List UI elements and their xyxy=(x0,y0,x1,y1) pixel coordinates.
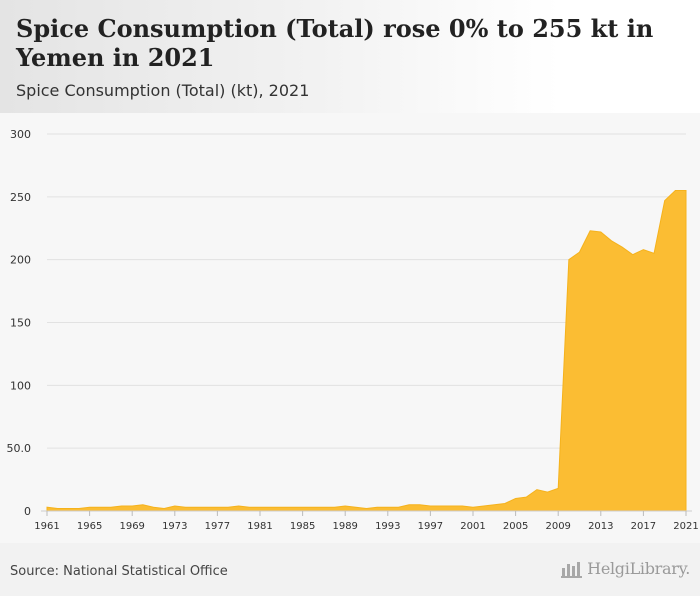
x-tick-label: 1993 xyxy=(375,521,400,532)
data-point[interactable] xyxy=(631,253,635,257)
data-point[interactable] xyxy=(514,496,518,500)
data-point[interactable] xyxy=(673,189,677,193)
x-tick-label: 1961 xyxy=(34,521,59,532)
x-axis: 1961 1965 1969 1973 1977 1981 1985 1989 1993 1997… xyxy=(34,510,699,532)
data-point[interactable] xyxy=(215,505,219,509)
data-point[interactable] xyxy=(578,250,582,254)
area-fill xyxy=(46,190,687,512)
x-tick-label: 2017 xyxy=(631,521,656,532)
data-point[interactable] xyxy=(56,506,60,510)
x-tick-label: 2009 xyxy=(545,521,570,532)
data-point[interactable] xyxy=(279,505,283,509)
y-tick-label: 250 xyxy=(10,191,31,204)
data-point[interactable] xyxy=(652,251,656,255)
x-tick-label: 2021 xyxy=(673,521,698,532)
data-point[interactable] xyxy=(418,503,422,507)
source-note: Source: National Statistical Office xyxy=(10,564,228,579)
chart-subtitle: Spice Consumption (Total) (kt), 2021 xyxy=(16,81,310,100)
data-point[interactable] xyxy=(269,505,273,509)
chart-header: Spice Consumption (Total) rose 0% to 255… xyxy=(0,0,700,113)
chart-footer: Source: National Statistical Office Helg… xyxy=(0,543,700,596)
data-point[interactable] xyxy=(599,230,603,234)
x-tick-label: 1969 xyxy=(119,521,144,532)
data-point[interactable] xyxy=(492,503,496,507)
data-point[interactable] xyxy=(141,503,145,507)
x-tick-label: 1973 xyxy=(162,521,187,532)
data-point[interactable] xyxy=(333,505,337,509)
x-tick-label: 2005 xyxy=(503,521,528,532)
data-point[interactable] xyxy=(45,505,49,509)
y-tick-label: 50.0 xyxy=(7,442,32,455)
data-point[interactable] xyxy=(439,504,443,508)
data-point[interactable] xyxy=(620,245,624,249)
x-tick-label: 1985 xyxy=(290,521,315,532)
data-point[interactable] xyxy=(460,504,464,508)
y-tick-label: 150 xyxy=(10,317,31,330)
data-point[interactable] xyxy=(482,504,486,508)
data-point[interactable] xyxy=(247,505,251,509)
x-tick-label: 2013 xyxy=(588,521,613,532)
x-tick-label: 2001 xyxy=(460,521,485,532)
data-point[interactable] xyxy=(407,503,411,507)
data-point[interactable] xyxy=(226,505,230,509)
data-point[interactable] xyxy=(194,505,198,509)
data-point[interactable] xyxy=(290,505,294,509)
data-point[interactable] xyxy=(663,199,667,203)
data-point[interactable] xyxy=(152,505,156,509)
data-point[interactable] xyxy=(503,501,507,505)
data-point[interactable] xyxy=(386,505,390,509)
library-icon xyxy=(561,561,583,578)
x-tick-label: 1977 xyxy=(205,521,230,532)
brand-logo[interactable]: HelgiLibrary. xyxy=(561,559,690,578)
data-point[interactable] xyxy=(77,506,81,510)
data-point[interactable] xyxy=(66,506,70,510)
data-point[interactable] xyxy=(567,258,571,262)
x-tick-label: 1965 xyxy=(77,521,102,532)
data-point[interactable] xyxy=(183,505,187,509)
data-point[interactable] xyxy=(237,504,241,508)
data-point[interactable] xyxy=(546,490,550,494)
data-point[interactable] xyxy=(301,505,305,509)
x-tick-label: 1981 xyxy=(247,521,272,532)
data-point[interactable] xyxy=(450,504,454,508)
x-tick-label: 1997 xyxy=(418,521,443,532)
data-point[interactable] xyxy=(365,506,369,510)
data-point[interactable] xyxy=(120,504,124,508)
data-point[interactable] xyxy=(641,248,645,252)
data-point[interactable] xyxy=(684,189,688,193)
y-axis: 0 50.0 100 150 200 250 300 xyxy=(7,128,32,518)
y-tick-label: 200 xyxy=(10,254,31,267)
chart-title: Spice Consumption (Total) rose 0% to 255… xyxy=(16,14,654,72)
data-point[interactable] xyxy=(205,505,209,509)
data-point[interactable] xyxy=(98,505,102,509)
x-tick-label: 1989 xyxy=(332,521,357,532)
data-point[interactable] xyxy=(322,505,326,509)
data-point[interactable] xyxy=(109,505,113,509)
brand-name: HelgiLibrary. xyxy=(587,559,690,578)
data-point[interactable] xyxy=(88,505,92,509)
data-point[interactable] xyxy=(354,505,358,509)
data-point[interactable] xyxy=(556,486,560,490)
data-point[interactable] xyxy=(375,505,379,509)
data-point[interactable] xyxy=(343,504,347,508)
data-point[interactable] xyxy=(471,505,475,509)
data-point[interactable] xyxy=(535,488,539,492)
data-point[interactable] xyxy=(173,504,177,508)
data-point[interactable] xyxy=(311,505,315,509)
data-point[interactable] xyxy=(609,239,613,243)
data-point[interactable] xyxy=(162,506,166,510)
data-point[interactable] xyxy=(396,505,400,509)
y-tick-label: 100 xyxy=(10,379,31,392)
data-point[interactable] xyxy=(524,495,528,499)
area-series xyxy=(45,189,688,512)
data-point[interactable] xyxy=(130,504,134,508)
data-point[interactable] xyxy=(588,229,592,233)
data-point[interactable] xyxy=(258,505,262,509)
data-point[interactable] xyxy=(428,504,432,508)
y-tick-label: 0 xyxy=(24,505,31,518)
y-tick-label: 300 xyxy=(10,128,31,141)
